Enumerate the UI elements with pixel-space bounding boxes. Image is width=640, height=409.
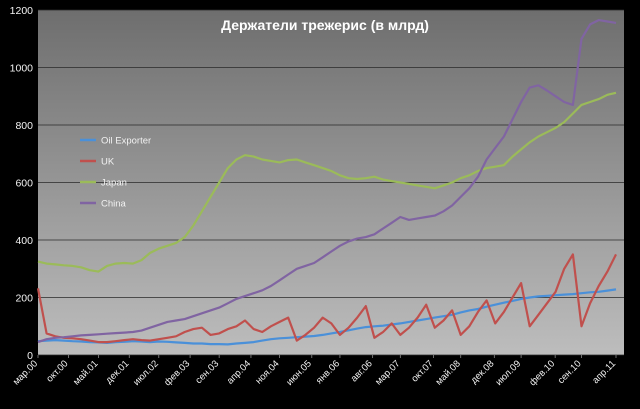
- series-lines: [36, 19, 617, 346]
- legend-label: UK: [101, 157, 115, 168]
- y-tick-label: 1200: [10, 5, 34, 17]
- series-line-japan: [37, 91, 617, 273]
- series-line-china: [37, 19, 617, 344]
- y-tick-label: 400: [15, 235, 33, 247]
- legend-label: China: [101, 199, 127, 210]
- gridlines: [38, 9, 624, 356]
- series-line-uk: [36, 253, 617, 344]
- legend-label: Japan: [101, 178, 127, 189]
- y-tick-label: 600: [15, 178, 33, 190]
- chart-title: Держатели трежерис (в млрд): [221, 17, 429, 33]
- series-line-oil-exporter: [37, 288, 617, 346]
- legend: Oil Exporter UK Japan China: [80, 136, 151, 210]
- y-tick-label: 0: [27, 350, 33, 362]
- y-tick-label: 200: [15, 293, 33, 305]
- legend-label: Oil Exporter: [101, 136, 151, 147]
- y-axis: 0 200 400 600 800 1000 1200: [10, 5, 34, 362]
- y-tick-label: 800: [15, 120, 33, 132]
- y-tick-label: 1000: [10, 63, 34, 75]
